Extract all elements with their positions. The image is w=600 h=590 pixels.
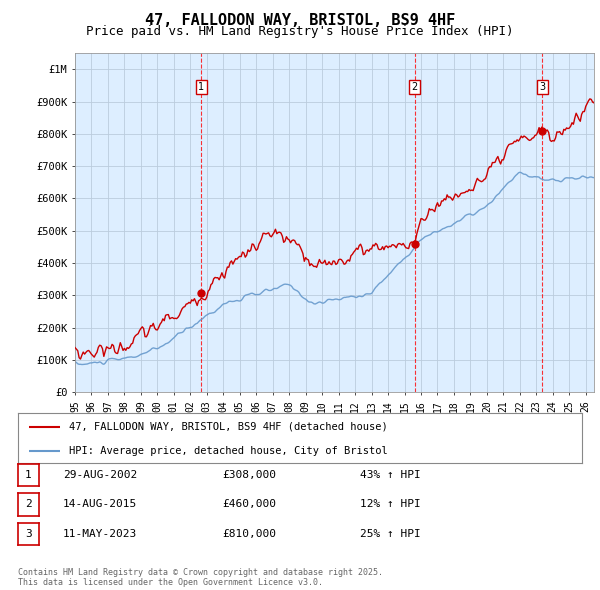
Text: £308,000: £308,000: [222, 470, 276, 480]
Text: Price paid vs. HM Land Registry's House Price Index (HPI): Price paid vs. HM Land Registry's House …: [86, 25, 514, 38]
Text: 25% ↑ HPI: 25% ↑ HPI: [360, 529, 421, 539]
Text: 2: 2: [412, 82, 418, 92]
Text: 47, FALLODON WAY, BRISTOL, BS9 4HF (detached house): 47, FALLODON WAY, BRISTOL, BS9 4HF (deta…: [69, 421, 388, 431]
Text: Contains HM Land Registry data © Crown copyright and database right 2025.
This d: Contains HM Land Registry data © Crown c…: [18, 568, 383, 587]
Text: 12% ↑ HPI: 12% ↑ HPI: [360, 500, 421, 509]
Text: 3: 3: [25, 529, 32, 539]
Text: 47, FALLODON WAY, BRISTOL, BS9 4HF: 47, FALLODON WAY, BRISTOL, BS9 4HF: [145, 13, 455, 28]
Text: £810,000: £810,000: [222, 529, 276, 539]
Text: 1: 1: [25, 470, 32, 480]
Text: 1: 1: [198, 82, 204, 92]
Text: 43% ↑ HPI: 43% ↑ HPI: [360, 470, 421, 480]
Text: 2: 2: [25, 500, 32, 509]
Text: HPI: Average price, detached house, City of Bristol: HPI: Average price, detached house, City…: [69, 445, 388, 455]
Text: 3: 3: [539, 82, 545, 92]
Text: 11-MAY-2023: 11-MAY-2023: [63, 529, 137, 539]
Text: £460,000: £460,000: [222, 500, 276, 509]
Text: 14-AUG-2015: 14-AUG-2015: [63, 500, 137, 509]
Text: 29-AUG-2002: 29-AUG-2002: [63, 470, 137, 480]
